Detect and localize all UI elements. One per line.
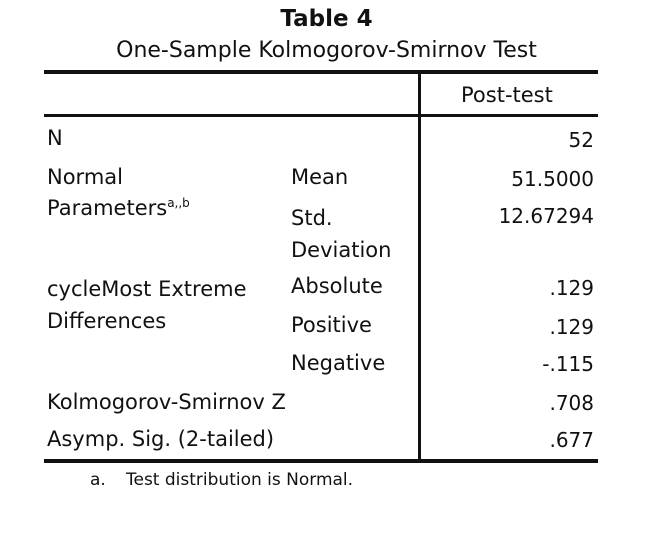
value-absolute: .129 (549, 276, 594, 300)
value-negative: -.115 (542, 352, 594, 376)
row-label-asymp-sig: Asymp. Sig. (2-tailed) (47, 427, 275, 451)
value-ks-z: .708 (549, 391, 594, 415)
row-label-normal-parameters: Normal Parametersa,,b (47, 164, 190, 221)
sublabel-negative: Negative (291, 351, 386, 375)
sublabel-mean: Mean (291, 165, 349, 189)
value-std-deviation: 12.67294 (498, 204, 594, 228)
bottom-rule (44, 459, 598, 463)
extreme-label-line1: cycleMost Extreme (47, 277, 247, 301)
value-asymp-sig: .677 (549, 428, 594, 452)
row-label-ks-z: Kolmogorov-Smirnov Z (47, 390, 286, 414)
value-n: 52 (568, 128, 594, 152)
table-title: Table 4 (280, 6, 373, 32)
column-header-post-test: Post-test (461, 83, 553, 107)
footnote-text: Test distribution is Normal. (126, 470, 354, 490)
normal-label-line1: Normal (47, 165, 123, 189)
column-divider (418, 72, 421, 462)
value-positive: .129 (549, 315, 594, 339)
value-mean: 51.5000 (511, 167, 594, 191)
footnote-marker: a. (90, 470, 106, 490)
top-rule (44, 70, 598, 74)
row-label-most-extreme-differences: cycleMost Extreme Differences (47, 273, 247, 337)
row-label-n: N (47, 126, 63, 150)
header-rule (44, 114, 598, 117)
sublabel-positive: Positive (291, 313, 372, 337)
table-subtitle: One-Sample Kolmogorov-Smirnov Test (116, 38, 537, 63)
extreme-label-line2: Differences (47, 309, 167, 333)
sublabel-absolute: Absolute (291, 274, 383, 298)
sublabel-std-deviation: Std. Deviation (291, 202, 391, 266)
std-label-line1: Std. (291, 206, 333, 230)
normal-label-line2: Parameters (47, 196, 168, 220)
normal-label-superscript: a,,b (167, 196, 190, 210)
std-label-line2: Deviation (291, 238, 392, 262)
